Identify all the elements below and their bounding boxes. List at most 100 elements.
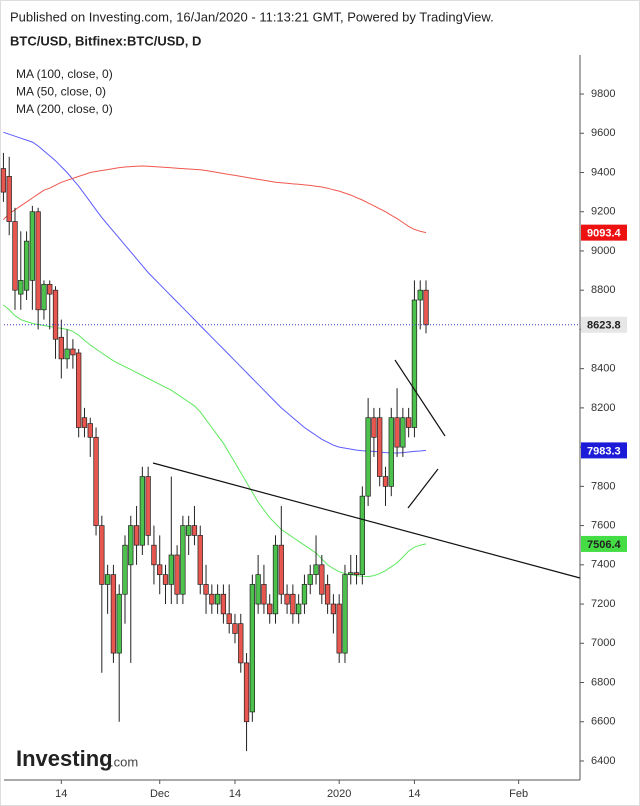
candle-body [70, 348, 76, 356]
candle-body [47, 283, 53, 295]
candle-body [272, 544, 279, 615]
candle-body [220, 593, 227, 615]
price-tag [581, 316, 627, 333]
candle-body [122, 544, 128, 595]
y-tick-label: 7000 [591, 637, 615, 649]
candle-body [330, 603, 337, 615]
candle-body [324, 584, 331, 605]
candle-body [64, 348, 70, 360]
candle-body [87, 423, 93, 438]
y-tick-label: 9000 [591, 245, 615, 257]
candle-body [226, 613, 232, 625]
candle-body [394, 417, 400, 448]
candle-body [110, 574, 117, 654]
y-tick-label: 9600 [591, 127, 615, 139]
candle-body [139, 476, 146, 546]
x-tick-label: 2020 [327, 788, 351, 800]
candle-body [104, 574, 111, 585]
y-tick-label: 6600 [591, 716, 615, 728]
candle-body [400, 417, 406, 448]
candle-body [377, 417, 383, 477]
candle-body [35, 211, 41, 311]
candle-body [29, 211, 36, 281]
candle-body [319, 564, 325, 595]
price-tag-label: 7506.4 [587, 539, 622, 551]
x-tick-label: Dec [150, 788, 170, 800]
candle-body [128, 525, 134, 566]
y-tick-label: 8800 [591, 284, 615, 296]
candle-body [313, 564, 319, 575]
candle-body [261, 584, 267, 605]
candle-body [290, 593, 296, 615]
candle-body [209, 593, 215, 605]
price-tag [581, 442, 627, 459]
candle-body [41, 283, 47, 311]
candle-body [359, 495, 365, 575]
candle-body [382, 476, 389, 487]
candle-body [81, 417, 88, 428]
candle-body [186, 525, 192, 536]
logo: Investing [16, 746, 113, 771]
candle-body [255, 574, 261, 605]
candle-body [99, 525, 105, 585]
candle-body [6, 176, 12, 222]
x-tick-label: 14 [229, 788, 241, 800]
plot [0, 131, 429, 752]
legend-entry: MA (200, close, 0) [16, 102, 113, 116]
candle-body [365, 417, 371, 497]
candle-body [417, 289, 423, 301]
candle-body [243, 662, 250, 723]
candle-body [348, 572, 354, 575]
price-tag-label: 8623.8 [587, 320, 621, 332]
candle-body [307, 574, 313, 585]
candle-body [18, 280, 24, 295]
candle-body [249, 584, 255, 713]
y-tick-label: 8400 [591, 363, 615, 375]
pennant-line [407, 468, 439, 509]
y-tick-label: 8200 [591, 402, 615, 414]
x-tick-label: 14 [55, 788, 67, 800]
candle-body [151, 544, 157, 566]
trend-line [152, 462, 581, 579]
candle-body [0, 168, 7, 193]
candle-body [162, 574, 169, 585]
ma-line [3, 165, 427, 234]
candle-body [197, 535, 203, 585]
candle-body [388, 417, 394, 487]
candle-body [93, 436, 99, 526]
y-tick-label: 6800 [591, 676, 615, 688]
price-tag [581, 535, 627, 552]
candle-body [52, 289, 59, 340]
candle-body [238, 623, 244, 664]
legend-entry: MA (100, close, 0) [16, 67, 113, 81]
y-tick-label: 9400 [591, 166, 615, 178]
candle-body [267, 603, 273, 615]
published-note: Published on Investing.com, 16/Jan/2020 … [10, 9, 494, 24]
price-tag-label: 9093.4 [587, 228, 622, 240]
candle-body [342, 574, 348, 654]
candle-body [214, 593, 221, 605]
candle-body [23, 240, 30, 291]
price-tag [581, 224, 627, 241]
y-tick-label: 7600 [591, 519, 615, 531]
y-tick-label: 7200 [591, 598, 615, 610]
candle-body [405, 417, 412, 428]
x-tick-label: Feb [509, 788, 528, 800]
ma-line [3, 131, 427, 454]
candle-body [116, 593, 122, 654]
candle-body [145, 476, 151, 536]
chart-title: BTC/USD, Bitfinex:BTC/USD, D [10, 33, 201, 48]
candle-body [296, 603, 302, 615]
logo-suffix: .com [110, 754, 138, 769]
candle-body [423, 289, 429, 326]
pennant-line [394, 359, 446, 437]
candle-body [191, 525, 198, 536]
y-tick-label: 7400 [591, 559, 615, 571]
candle-body [168, 554, 174, 585]
candle-body [411, 299, 418, 428]
candle-body [174, 554, 180, 595]
candle-body [58, 336, 64, 360]
candle-body [301, 584, 308, 605]
